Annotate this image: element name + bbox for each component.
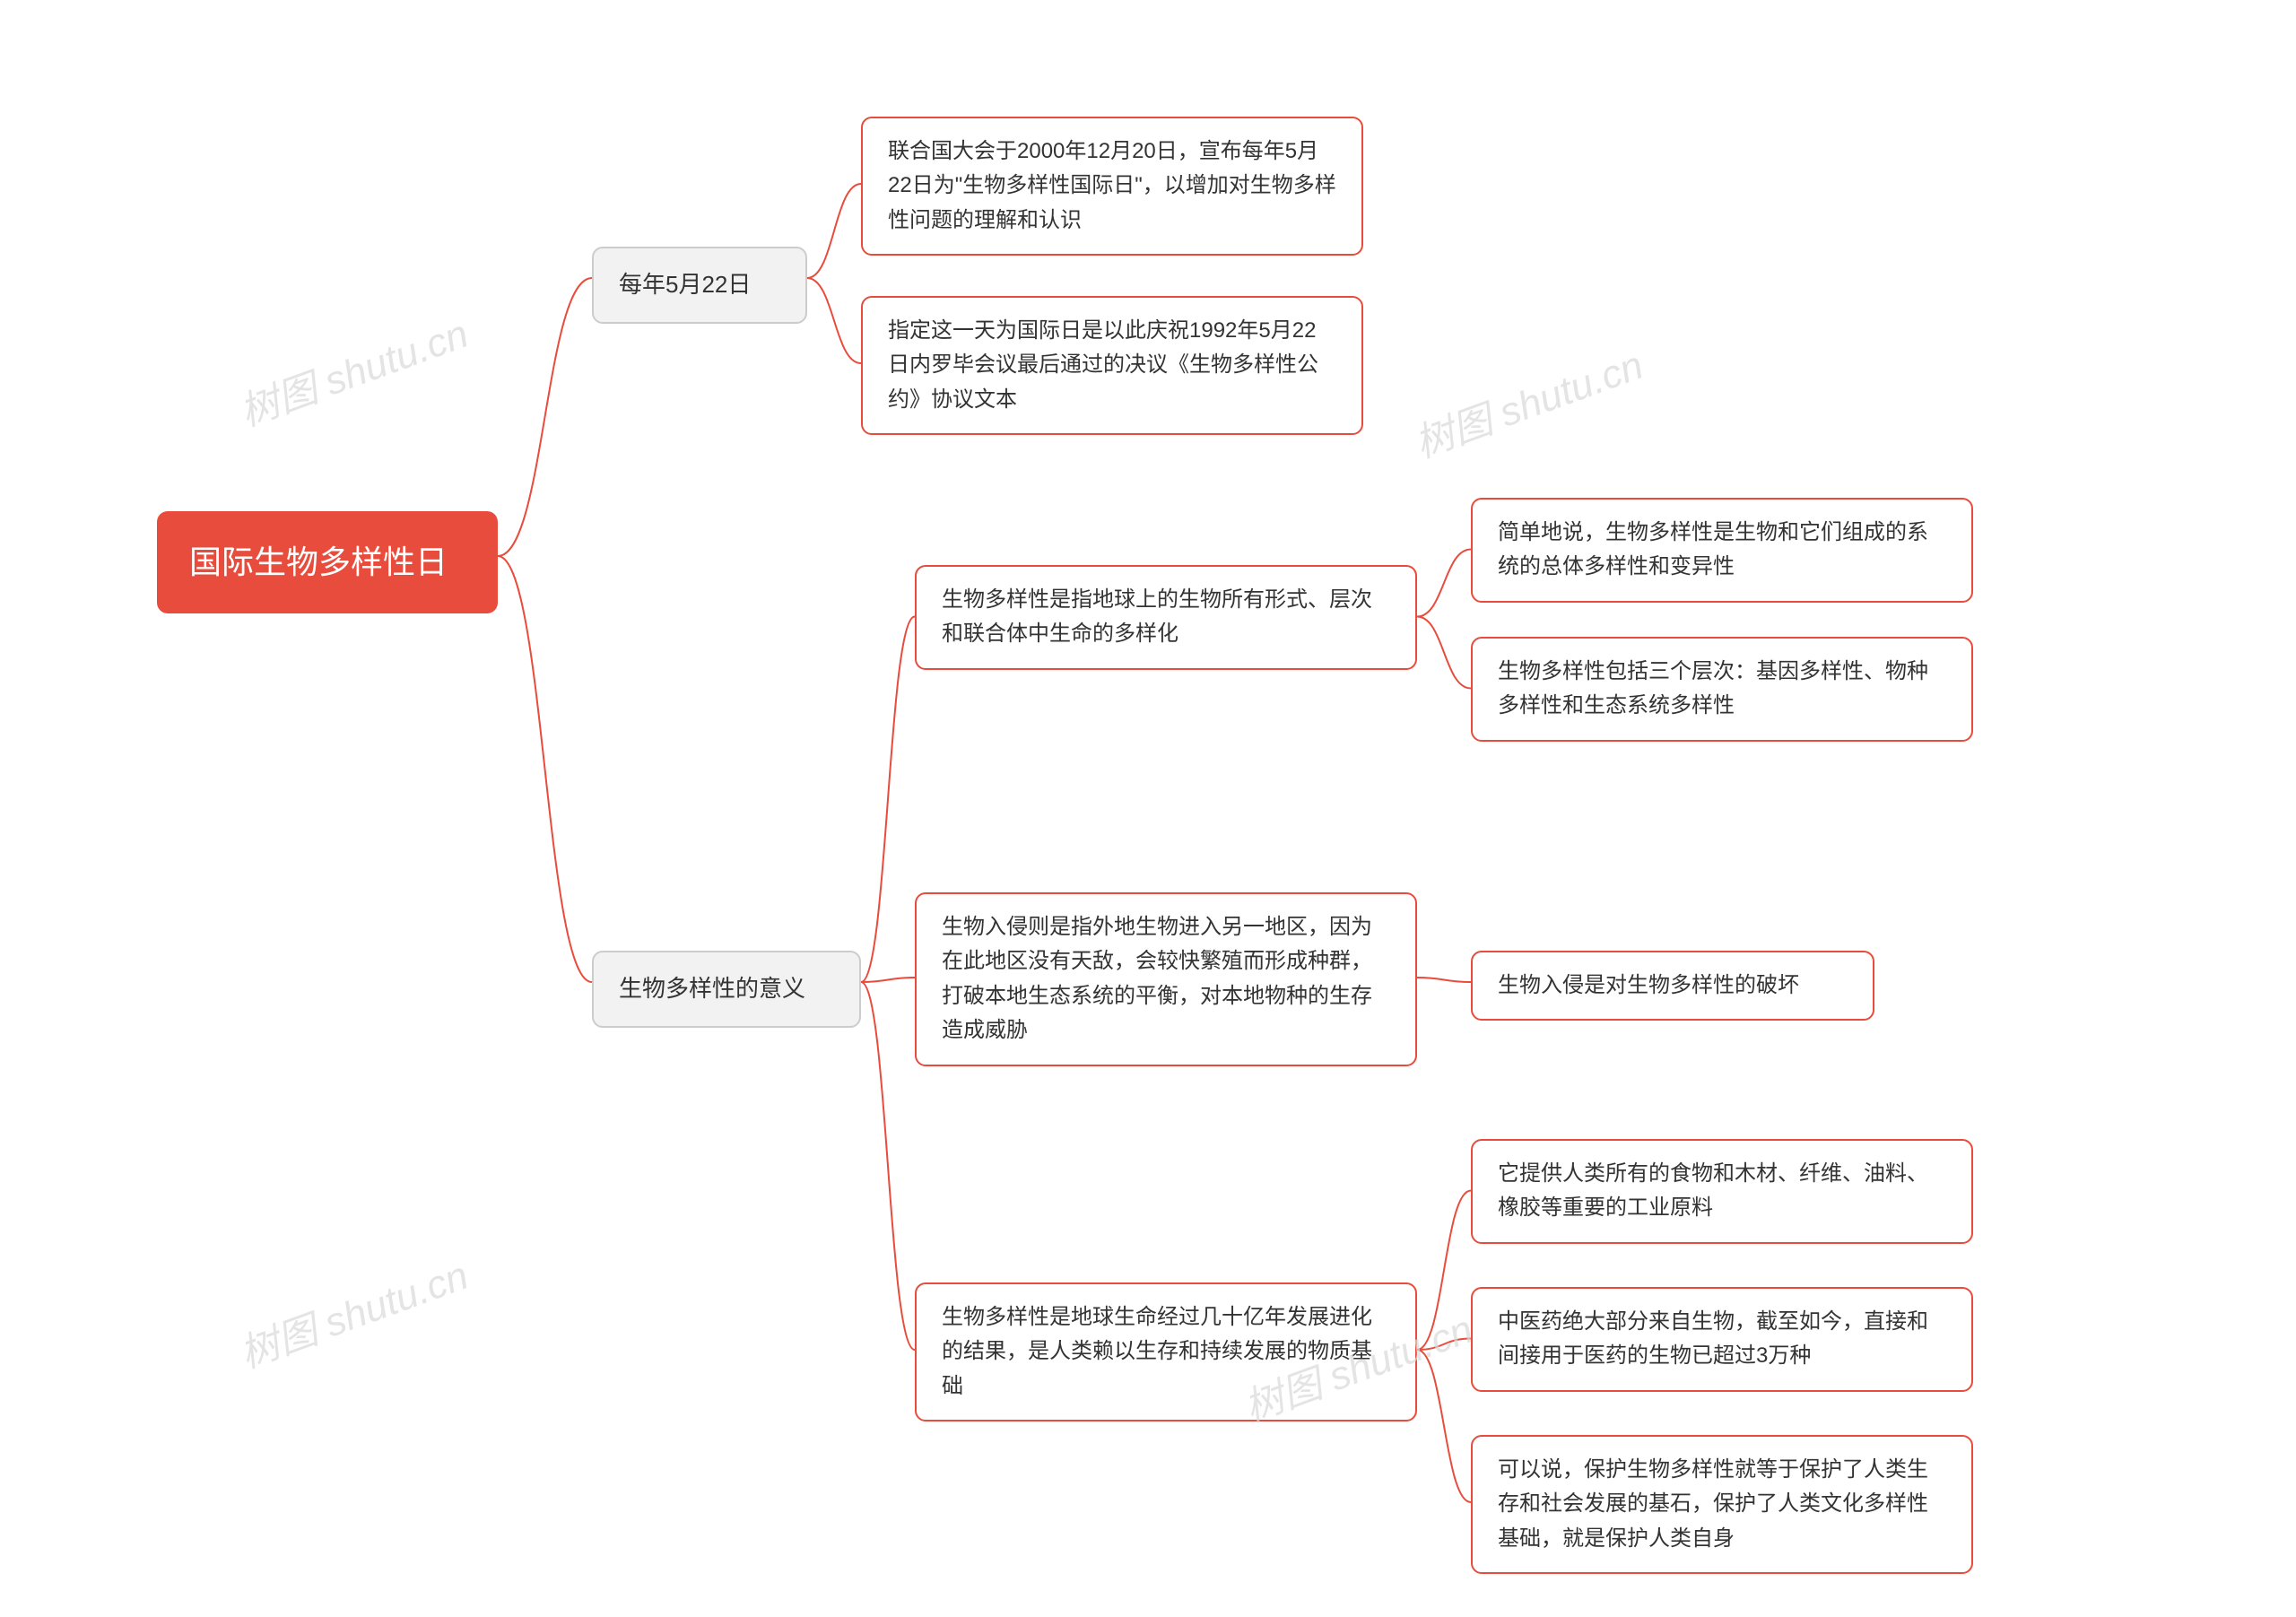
mindmap-node[interactable]: 简单地说，生物多样性是生物和它们组成的系统的总体多样性和变异性 xyxy=(1471,498,1973,603)
mindmap-node[interactable]: 生物多样性包括三个层次：基因多样性、物种多样性和生态系统多样性 xyxy=(1471,637,1973,742)
mindmap-node[interactable]: 生物多样性的意义 xyxy=(592,951,861,1028)
connector-line xyxy=(498,278,592,556)
watermark: 树图 shutu.cn xyxy=(230,301,474,437)
mindmap-node[interactable]: 可以说，保护生物多样性就等于保护了人类生存和社会发展的基石，保护了人类文化多样性… xyxy=(1471,1435,1973,1574)
node-label: 生物入侵是对生物多样性的破坏 xyxy=(1498,973,1799,997)
node-label: 生物多样性是地球生命经过几十亿年发展进化的结果，是人类赖以生存和持续发展的物质基… xyxy=(942,1305,1372,1398)
connector-line xyxy=(1417,978,1471,982)
connector-line xyxy=(1417,617,1471,689)
mindmap-node[interactable]: 生物多样性是指地球上的生物所有形式、层次和联合体中生命的多样化 xyxy=(915,565,1417,670)
connector-line xyxy=(1417,1350,1471,1502)
mindmap-node[interactable]: 它提供人类所有的食物和木材、纤维、油料、橡胶等重要的工业原料 xyxy=(1471,1139,1973,1244)
connector-line xyxy=(807,184,861,278)
node-label: 指定这一天为国际日是以此庆祝1992年5月22日内罗毕会议最后通过的决议《生物多… xyxy=(888,318,1318,412)
node-label: 生物多样性的意义 xyxy=(619,975,805,1002)
mindmap-node[interactable]: 生物多样性是地球生命经过几十亿年发展进化的结果，是人类赖以生存和持续发展的物质基… xyxy=(915,1282,1417,1421)
mindmap-node[interactable]: 国际生物多样性日 xyxy=(157,511,498,613)
node-label: 它提供人类所有的食物和木材、纤维、油料、橡胶等重要的工业原料 xyxy=(1498,1161,1928,1220)
mindmap-node[interactable]: 指定这一天为国际日是以此庆祝1992年5月22日内罗毕会议最后通过的决议《生物多… xyxy=(861,296,1363,435)
connector-line xyxy=(498,556,592,982)
mindmap-node[interactable]: 生物入侵则是指外地生物进入另一地区，因为在此地区没有天敌，会较快繁殖而形成种群，… xyxy=(915,892,1417,1066)
node-label: 每年5月22日 xyxy=(619,271,751,298)
watermark: 树图 shutu.cn xyxy=(1405,333,1649,468)
connector-line xyxy=(1417,1191,1471,1351)
node-label: 联合国大会于2000年12月20日，宣布每年5月22日为"生物多样性国际日"，以… xyxy=(888,139,1336,232)
connector-line xyxy=(1417,1339,1471,1351)
mindmap-node[interactable]: 联合国大会于2000年12月20日，宣布每年5月22日为"生物多样性国际日"，以… xyxy=(861,117,1363,256)
node-label: 生物多样性是指地球上的生物所有形式、层次和联合体中生命的多样化 xyxy=(942,587,1372,646)
connector-line xyxy=(861,978,915,982)
connector-line xyxy=(861,982,915,1350)
mindmap-node[interactable]: 中医药绝大部分来自生物，截至如今，直接和间接用于医药的生物已超过3万种 xyxy=(1471,1287,1973,1392)
node-label: 中医药绝大部分来自生物，截至如今，直接和间接用于医药的生物已超过3万种 xyxy=(1498,1309,1928,1368)
watermark: 树图 shutu.cn xyxy=(230,1243,474,1378)
mindmap-canvas: 国际生物多样性日 每年5月22日 联合国大会于2000年12月20日，宣布每年5月2… xyxy=(0,0,2296,1617)
node-label: 国际生物多样性日 xyxy=(189,543,448,580)
node-label: 生物多样性包括三个层次：基因多样性、物种多样性和生态系统多样性 xyxy=(1498,659,1928,717)
connector-line xyxy=(1417,550,1471,617)
mindmap-node[interactable]: 每年5月22日 xyxy=(592,247,807,324)
connector-line xyxy=(807,278,861,363)
node-label: 生物入侵则是指外地生物进入另一地区，因为在此地区没有天敌，会较快繁殖而形成种群，… xyxy=(942,915,1372,1042)
node-label: 简单地说，生物多样性是生物和它们组成的系统的总体多样性和变异性 xyxy=(1498,520,1928,578)
node-label: 可以说，保护生物多样性就等于保护了人类生存和社会发展的基石，保护了人类文化多样性… xyxy=(1498,1457,1928,1551)
connector-line xyxy=(861,617,915,983)
mindmap-node[interactable]: 生物入侵是对生物多样性的破坏 xyxy=(1471,951,1874,1021)
